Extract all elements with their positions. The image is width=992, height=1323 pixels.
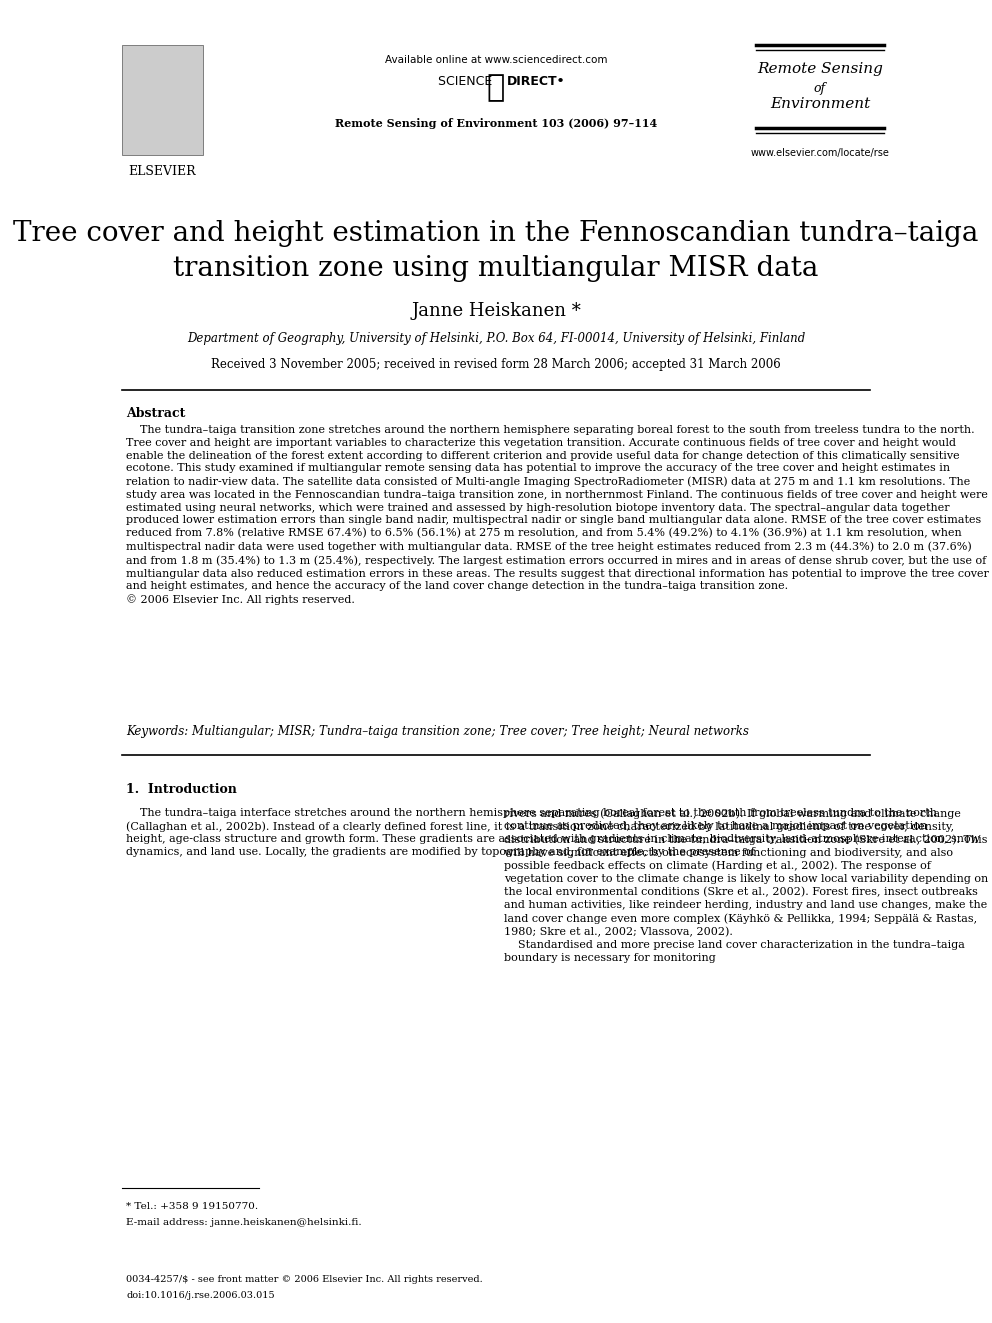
Text: DIRECT•: DIRECT• (507, 75, 565, 89)
Text: The tundra–taiga transition zone stretches around the northern hemisphere separa: The tundra–taiga transition zone stretch… (126, 425, 989, 605)
Text: The tundra–taiga interface stretches around the northern hemisphere separating b: The tundra–taiga interface stretches aro… (126, 808, 980, 857)
Text: E-mail address: janne.heiskanen@helsinki.fi.: E-mail address: janne.heiskanen@helsinki… (126, 1218, 362, 1226)
Text: 0034-4257/$ - see front matter © 2006 Elsevier Inc. All rights reserved.: 0034-4257/$ - see front matter © 2006 El… (126, 1275, 483, 1285)
Text: Department of Geography, University of Helsinki, P.O. Box 64, FI-00014, Universi: Department of Geography, University of H… (186, 332, 806, 345)
Text: 1.  Introduction: 1. Introduction (126, 783, 237, 796)
Text: ELSEVIER: ELSEVIER (129, 165, 196, 179)
Text: SCIENCE: SCIENCE (437, 75, 496, 89)
Text: Tree cover and height estimation in the Fennoscandian tundra–taiga
transition zo: Tree cover and height estimation in the … (13, 220, 979, 282)
Text: Keywords: Multiangular; MISR; Tundra–taiga transition zone; Tree cover; Tree hei: Keywords: Multiangular; MISR; Tundra–tai… (126, 725, 749, 738)
Text: of: of (813, 82, 826, 95)
Text: Janne Heiskanen *: Janne Heiskanen * (411, 302, 581, 320)
Text: Remote Sensing of Environment 103 (2006) 97–114: Remote Sensing of Environment 103 (2006)… (335, 118, 657, 130)
Text: Received 3 November 2005; received in revised form 28 March 2006; accepted 31 Ma: Received 3 November 2005; received in re… (211, 359, 781, 370)
Text: Abstract: Abstract (126, 407, 186, 419)
Text: Available online at www.sciencedirect.com: Available online at www.sciencedirect.co… (385, 56, 607, 65)
Text: doi:10.1016/j.rse.2006.03.015: doi:10.1016/j.rse.2006.03.015 (126, 1291, 275, 1301)
Bar (122, 45, 202, 155)
Text: Remote Sensing: Remote Sensing (757, 62, 883, 75)
Text: * Tel.: +358 9 19150770.: * Tel.: +358 9 19150770. (126, 1203, 259, 1211)
Text: rivers and mires (Callaghan et al., 2002b). If global warming and climate change: rivers and mires (Callaghan et al., 2002… (504, 808, 988, 963)
Text: ⓐ: ⓐ (487, 73, 505, 102)
Text: www.elsevier.com/locate/rse: www.elsevier.com/locate/rse (751, 148, 890, 157)
Text: Environment: Environment (770, 97, 870, 111)
